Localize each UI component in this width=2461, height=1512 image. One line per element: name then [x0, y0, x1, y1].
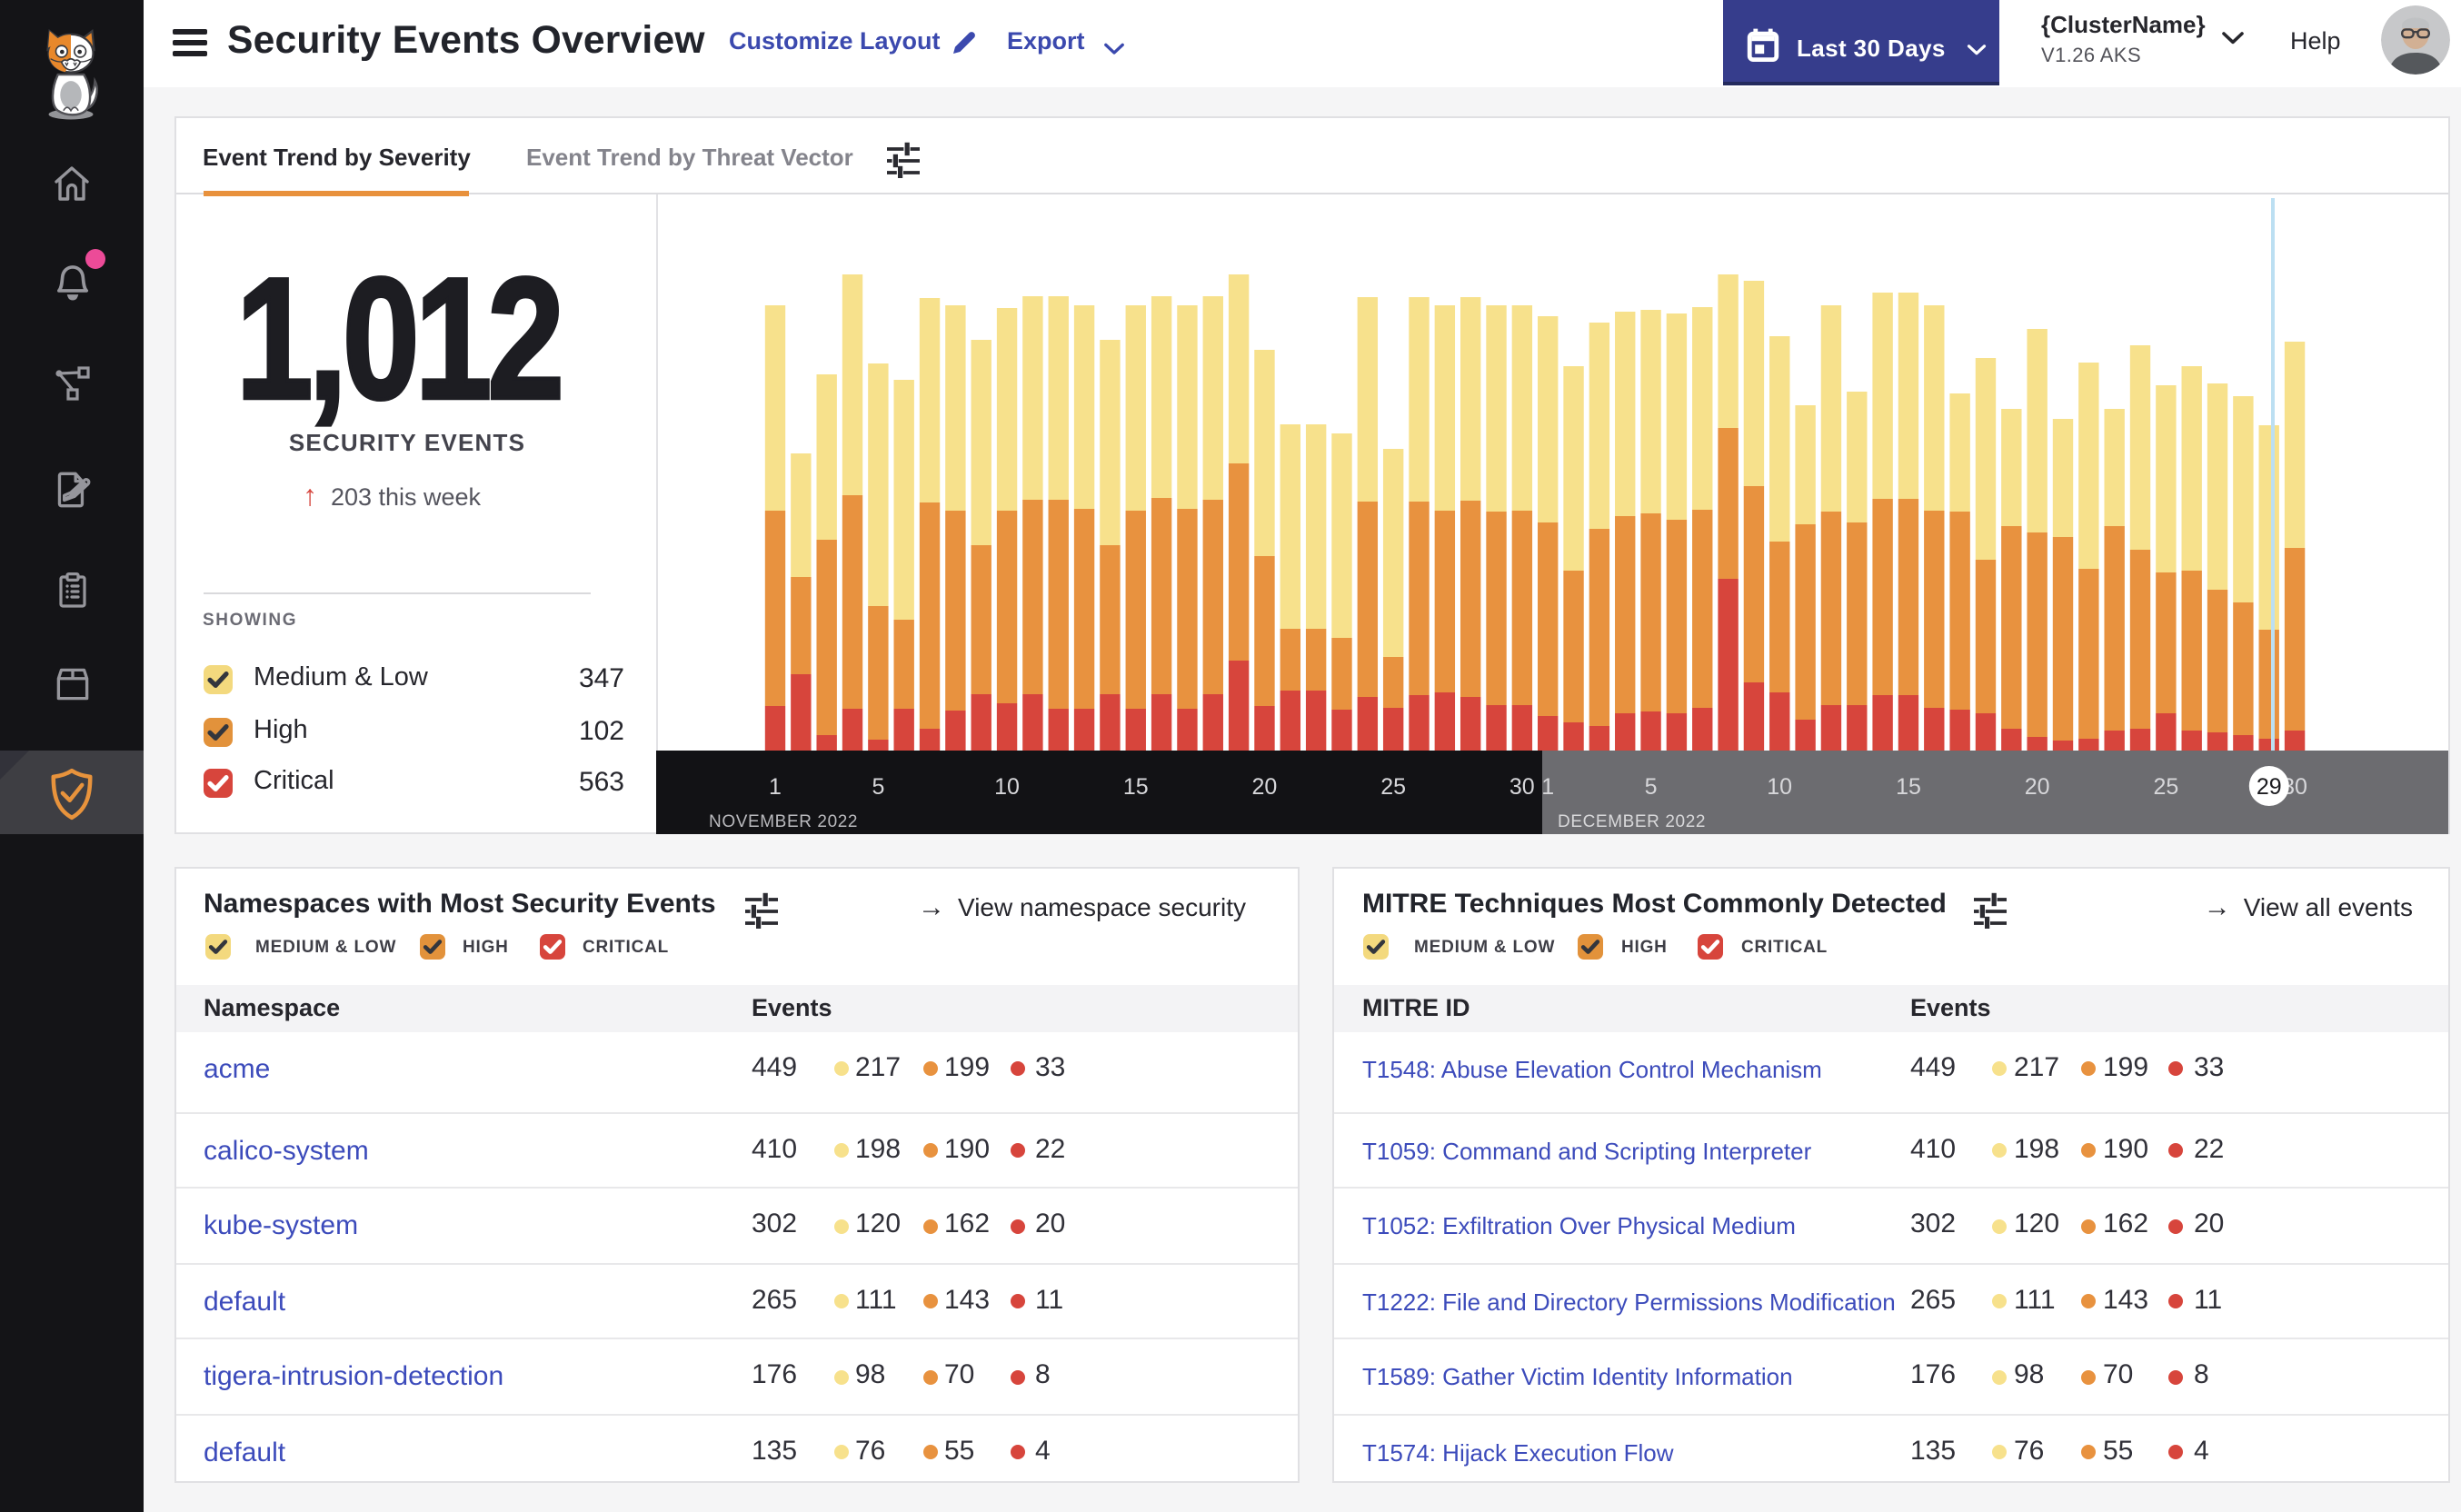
svg-text:30: 30 — [1509, 774, 1535, 800]
svg-text:25: 25 — [1380, 774, 1406, 800]
svg-text:20: 20 — [2025, 774, 2050, 800]
svg-text:20: 20 — [1251, 774, 1277, 800]
svg-text:NOVEMBER 2022: NOVEMBER 2022 — [709, 812, 858, 831]
svg-text:15: 15 — [1123, 774, 1149, 800]
svg-text:10: 10 — [1767, 774, 1792, 800]
svg-text:5: 5 — [872, 774, 884, 800]
svg-text:1: 1 — [1541, 774, 1554, 800]
svg-text:DECEMBER 2022: DECEMBER 2022 — [1558, 812, 1706, 831]
svg-text:10: 10 — [994, 774, 1020, 800]
svg-text:1: 1 — [769, 774, 782, 800]
svg-text:15: 15 — [1896, 774, 1921, 800]
svg-text:25: 25 — [2153, 774, 2178, 800]
svg-text:29: 29 — [2257, 774, 2282, 800]
svg-text:5: 5 — [1645, 774, 1658, 800]
